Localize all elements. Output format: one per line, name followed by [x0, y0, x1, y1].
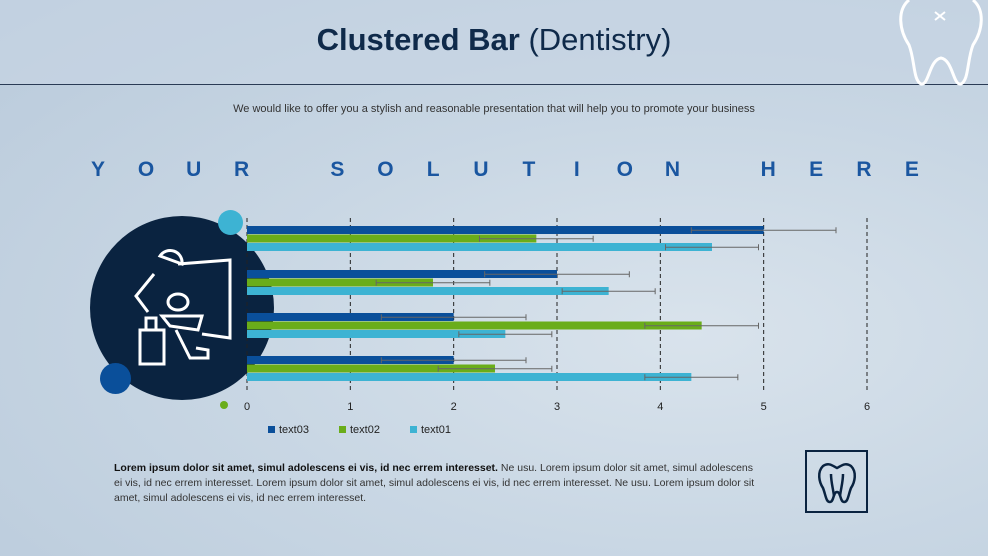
solution-letter: O — [137, 158, 155, 181]
legend-swatch — [268, 426, 275, 433]
bar-text03 — [247, 313, 454, 321]
title-rest: (Dentistry) — [519, 22, 672, 57]
bar-text03 — [247, 356, 454, 364]
bar-text01 — [247, 373, 692, 381]
tooth-document-box — [805, 450, 868, 513]
solution-letter: I — [573, 158, 580, 181]
x-tick-label: 5 — [761, 401, 767, 413]
solution-letter: S — [330, 158, 345, 181]
bar-text01 — [247, 287, 609, 295]
bar-text01 — [247, 243, 712, 251]
page-title: Clustered Bar (Dentistry) — [0, 22, 988, 58]
solution-letter: U — [186, 158, 202, 181]
body-bold: Lorem ipsum dolor sit amet, simul adoles… — [114, 462, 498, 474]
solution-letter: H — [760, 158, 776, 181]
legend-swatch — [339, 426, 346, 433]
x-tick-label: 2 — [451, 401, 457, 413]
legend-label: text03 — [279, 424, 309, 436]
solution-letter: O — [377, 158, 394, 181]
bar-text03 — [247, 226, 764, 234]
body-text: Lorem ipsum dolor sit amet, simul adoles… — [114, 461, 764, 506]
decor-dot-lightblue — [218, 210, 243, 235]
legend-swatch — [410, 426, 417, 433]
x-tick-label: 0 — [244, 401, 250, 413]
bar-text02 — [247, 364, 495, 373]
body-rest: Ne usu. Lorem ipsum dolor sit amet, simu… — [114, 462, 755, 504]
title-bold: Clustered Bar — [316, 22, 520, 57]
bar-text01 — [247, 330, 506, 338]
bar-text02 — [247, 278, 433, 287]
dentist-chair-icon — [134, 249, 232, 366]
header-band — [0, 0, 988, 85]
legend-label: text01 — [421, 424, 451, 436]
solution-letter: E — [904, 158, 919, 181]
solution-letter: L — [426, 158, 440, 181]
x-tick-label: 3 — [554, 401, 560, 413]
x-tick-label: 1 — [347, 401, 353, 413]
solution-letter: E — [809, 158, 824, 181]
solution-letter: R — [856, 158, 872, 181]
decor-dot-darkblue — [100, 363, 131, 394]
solution-letter: O — [616, 158, 633, 181]
x-tick-label: 4 — [657, 401, 663, 413]
decor-dot-green — [220, 401, 228, 409]
tooth-icon — [899, 0, 983, 86]
solution-letter: R — [234, 158, 250, 181]
legend-label: text02 — [350, 424, 380, 436]
solution-letter: U — [473, 158, 489, 181]
bar-text02 — [247, 234, 537, 243]
solution-letter: N — [664, 158, 681, 181]
bar-text03 — [247, 270, 557, 278]
x-tick-label: 6 — [864, 401, 870, 413]
solution-letter: Y — [90, 158, 105, 181]
tooth-document-icon — [818, 463, 856, 504]
subtitle: We would like to offer you a stylish and… — [233, 103, 755, 115]
solution-letter: T — [522, 158, 536, 181]
bar-text02 — [247, 321, 702, 330]
